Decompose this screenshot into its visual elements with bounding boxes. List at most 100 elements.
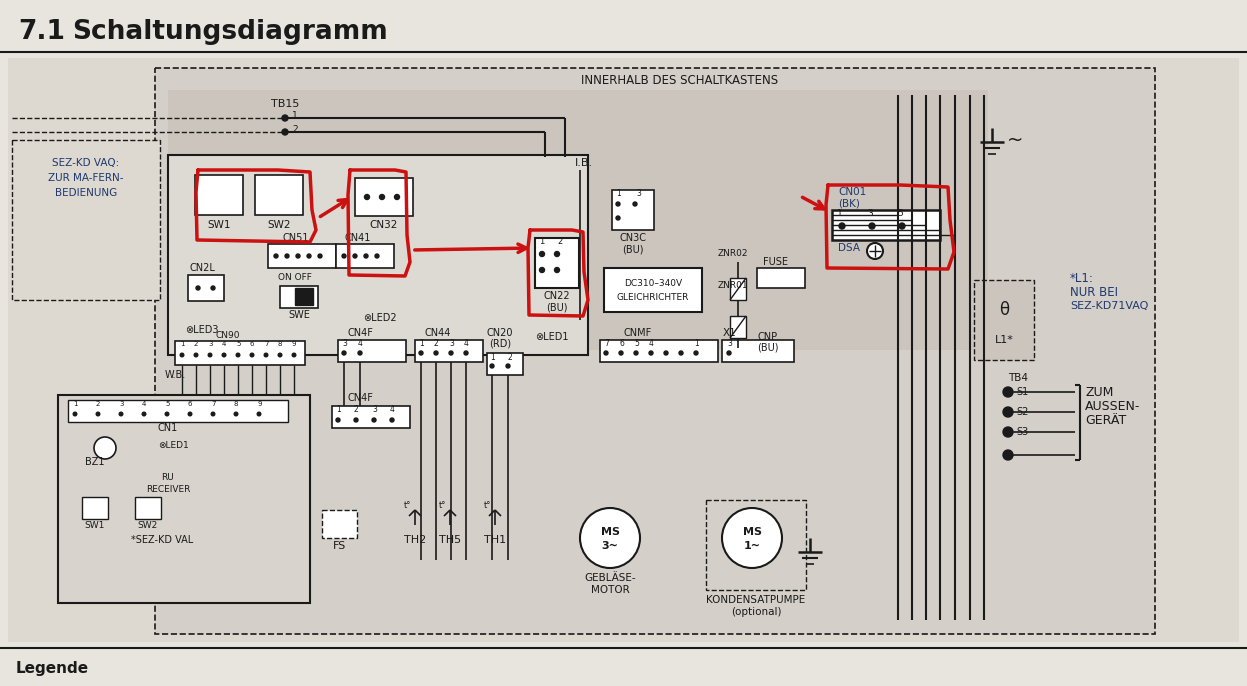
Text: CNMF: CNMF [624,328,652,338]
Circle shape [196,286,200,290]
Text: 3: 3 [118,401,123,407]
Circle shape [379,195,384,200]
Bar [7,58,1240,642]
Circle shape [181,353,183,357]
Text: 1: 1 [695,340,698,348]
Circle shape [619,351,624,355]
Text: 5: 5 [633,340,638,348]
Circle shape [165,412,168,416]
Bar [600,340,718,362]
Bar [974,280,1034,360]
Text: Legende: Legende [16,661,89,676]
Text: BEDIENUNG: BEDIENUNG [55,188,117,198]
Circle shape [434,351,438,355]
Text: 4: 4 [464,340,469,348]
Bar [338,340,407,362]
Circle shape [188,412,192,416]
Circle shape [648,351,653,355]
Text: 5: 5 [897,209,903,219]
Text: RECEIVER: RECEIVER [146,486,191,495]
Circle shape [506,364,510,368]
Bar [268,244,335,268]
Text: 1: 1 [292,112,298,121]
Text: SEZ-KD VAQ:: SEZ-KD VAQ: [52,158,120,168]
Bar [604,268,702,312]
Text: 4: 4 [390,405,395,414]
Text: INNERHALB DES SCHALTKASTENS: INNERHALB DES SCHALTKASTENS [581,73,778,86]
Circle shape [1003,450,1013,460]
Circle shape [867,243,883,259]
Text: 2: 2 [354,405,359,414]
Text: GEBLÄSE-: GEBLÄSE- [584,573,636,583]
Text: 5: 5 [165,401,170,407]
Text: 4: 4 [222,341,227,347]
Circle shape [540,252,545,257]
Bar [175,341,306,365]
Text: 1: 1 [74,401,77,407]
Text: 1~: 1~ [743,541,761,551]
Circle shape [722,508,782,568]
Text: ⊗LED1: ⊗LED1 [535,332,569,342]
Text: SW2: SW2 [138,521,158,530]
Text: ZNR02: ZNR02 [718,248,748,257]
Text: 8: 8 [234,401,238,407]
Text: GLEICHRICHTER: GLEICHRICHTER [617,294,690,303]
Text: 3: 3 [372,405,377,414]
Bar [335,244,394,268]
Text: CN4F: CN4F [347,328,373,338]
Text: CN44: CN44 [425,328,451,338]
Circle shape [555,268,560,272]
Text: 3: 3 [208,341,212,347]
Text: ⊗LED1: ⊗LED1 [158,440,188,449]
Circle shape [695,351,698,355]
Text: 9: 9 [292,341,297,347]
Bar [254,175,303,215]
Circle shape [354,418,358,422]
Text: 1: 1 [616,189,621,198]
Text: CN4F: CN4F [347,393,373,403]
Text: I.B.: I.B. [575,158,594,168]
Text: TH2: TH2 [404,535,426,545]
Circle shape [464,351,468,355]
Circle shape [364,254,368,258]
Circle shape [222,353,226,357]
Text: 7.1: 7.1 [17,19,65,45]
Circle shape [94,437,116,459]
Circle shape [540,268,545,272]
Bar [168,90,988,350]
Text: ⊕: ⊕ [1003,449,1014,462]
Circle shape [211,286,214,290]
Circle shape [286,254,289,258]
Bar [415,340,483,362]
Bar [281,286,318,308]
Circle shape [282,129,288,135]
Text: CN32: CN32 [370,220,398,230]
Bar [355,178,413,216]
Circle shape [372,418,377,422]
Text: CN3C: CN3C [620,233,646,243]
Text: SW1: SW1 [207,220,231,230]
Text: CN2L: CN2L [190,263,214,273]
Bar [12,140,160,300]
Circle shape [449,351,453,355]
Text: S3: S3 [1016,427,1029,437]
Bar [535,238,579,288]
Text: 4: 4 [142,401,146,407]
Circle shape [490,364,494,368]
Circle shape [274,254,278,258]
Text: θ: θ [999,301,1009,319]
Text: (RD): (RD) [489,339,511,349]
Bar [69,400,288,422]
Circle shape [899,223,905,229]
Text: 6: 6 [249,341,254,347]
Text: TB15: TB15 [271,99,299,109]
Bar [757,268,806,288]
Circle shape [1003,427,1013,437]
Text: BZ1: BZ1 [85,457,105,467]
Text: FS: FS [333,541,345,551]
Text: *L1:: *L1: [1070,272,1094,285]
Text: SEZ-KD71VAQ: SEZ-KD71VAQ [1070,301,1148,311]
Text: FUSE: FUSE [762,257,788,267]
Bar [195,175,243,215]
Circle shape [869,223,875,229]
